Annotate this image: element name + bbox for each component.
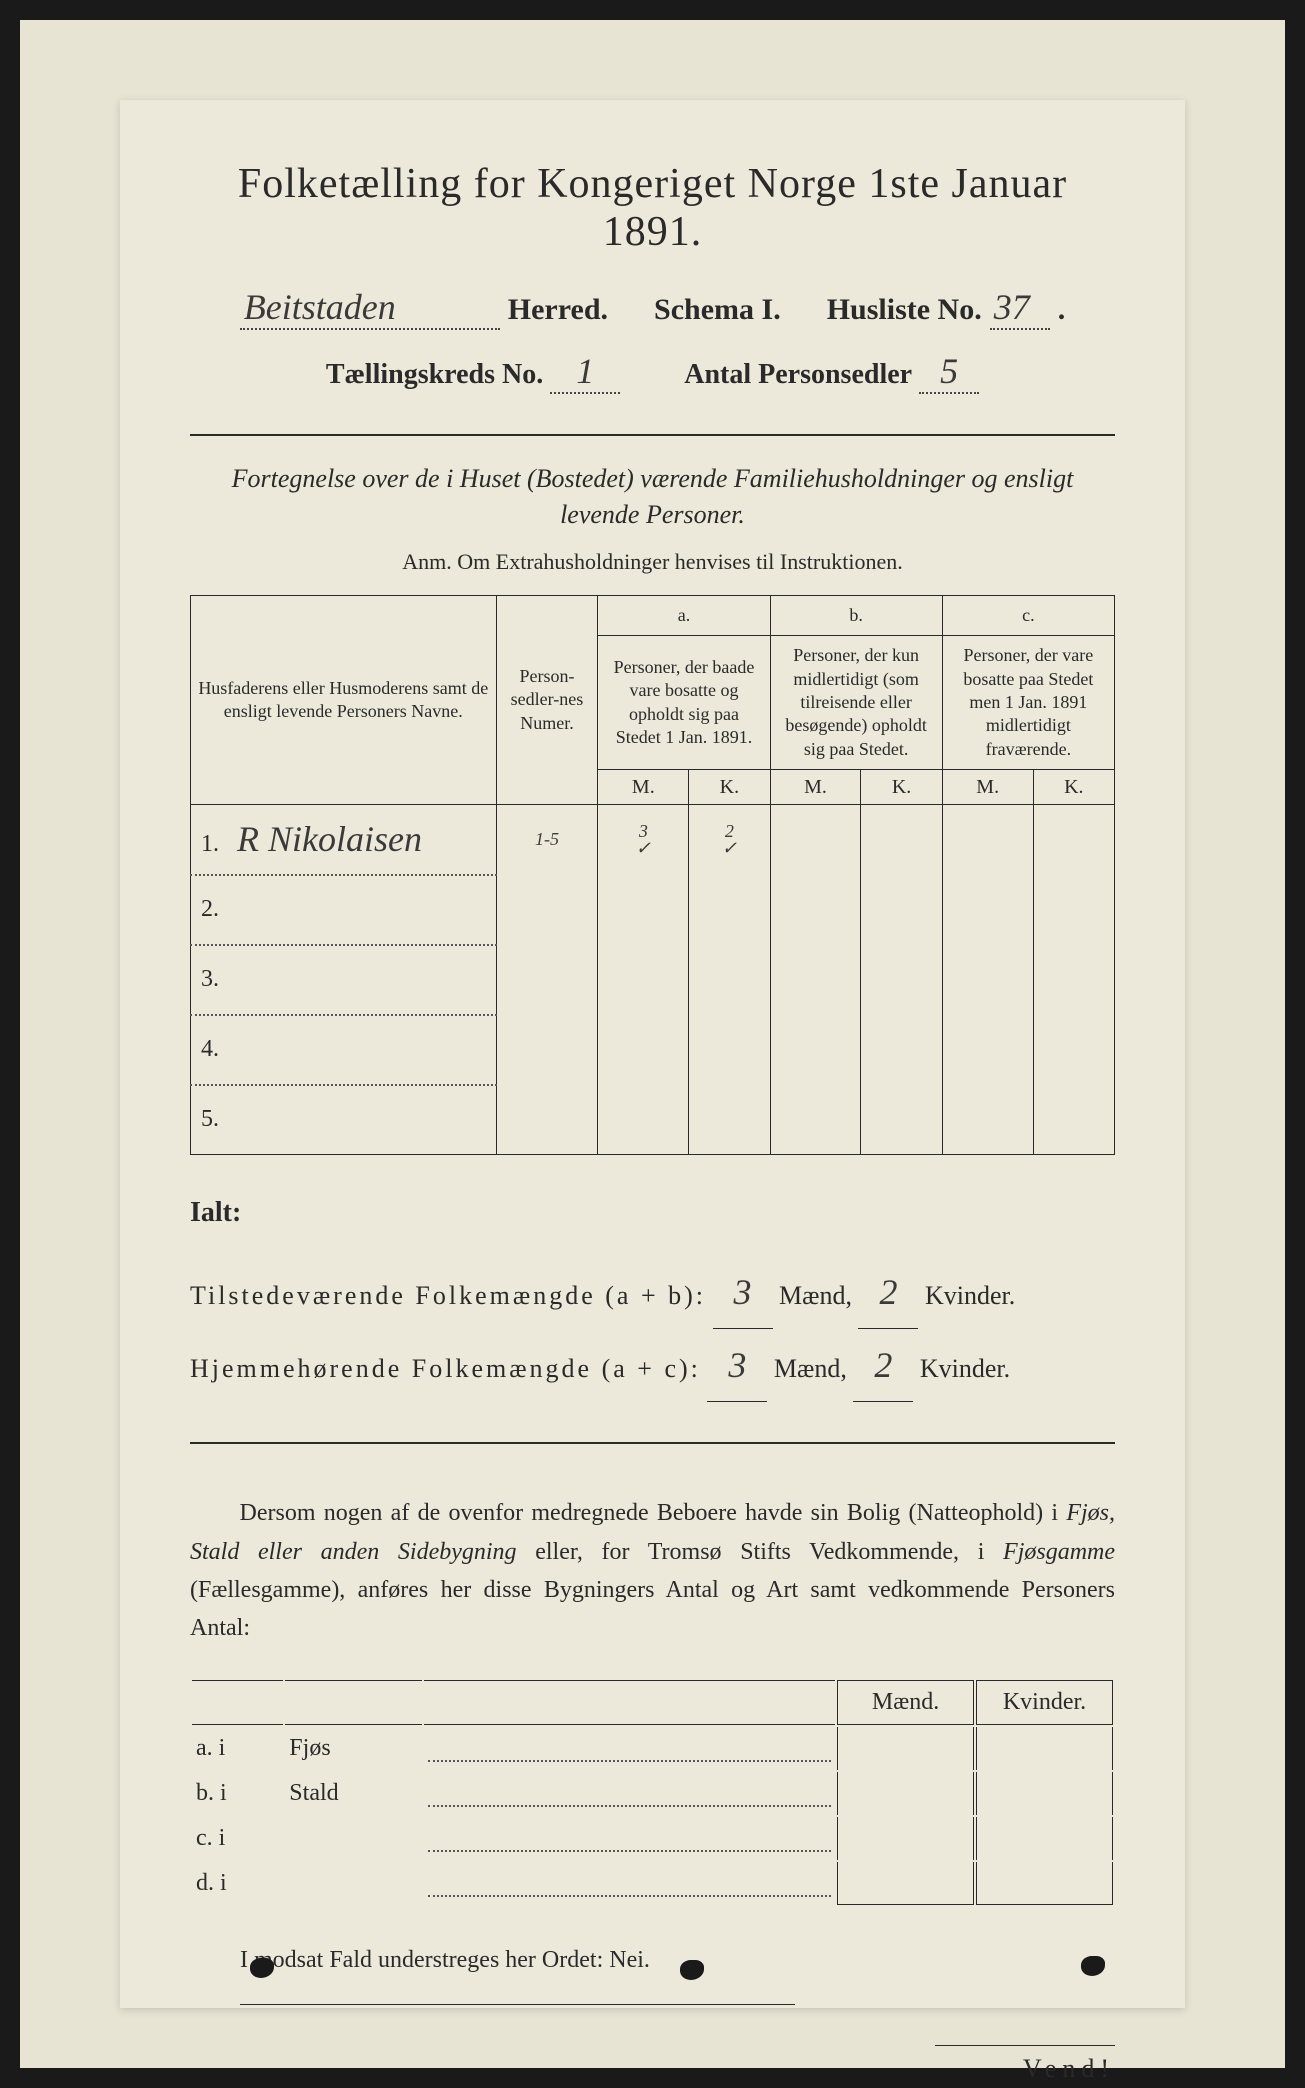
dotted-line (428, 1742, 831, 1762)
person-name: R Nikolaisen (237, 819, 422, 859)
col-header-b-top: b. (770, 595, 942, 635)
out-row-type: Stald (285, 1772, 422, 1815)
dersom-text: (Fællesgamme), anføres her disse Bygning… (190, 1577, 1115, 1641)
table-row: 2. (191, 875, 1115, 945)
main-title: Folketælling for Kongeriget Norge 1ste J… (190, 160, 1115, 256)
herred-label: Herred. (508, 293, 608, 327)
divider-3 (240, 2004, 795, 2005)
document-paper: Folketælling for Kongeriget Norge 1ste J… (120, 100, 1185, 2008)
ialt-line-2: Hjemmehørende Folkemængde (a + c): 3 Mæn… (190, 1329, 1115, 1402)
ialt-kvinder-label: Kvinder. (925, 1281, 1015, 1310)
outbuilding-row: d. i (192, 1862, 1113, 1905)
col-header-c: Personer, der vare bosatte paa Stedet me… (942, 636, 1114, 770)
schema-label: Schema I. (654, 293, 781, 327)
table-row: 5. (191, 1085, 1115, 1155)
table-row: 3. (191, 945, 1115, 1015)
ialt-line2-m: 3 (707, 1329, 767, 1402)
cell-a-m: 3✓ (598, 805, 689, 875)
main-census-table: Husfaderens eller Husmoderens samt de en… (190, 595, 1115, 1155)
anm-note: Anm. Om Extrahusholdninger henvises til … (190, 549, 1115, 575)
col-a-m: M. (598, 770, 689, 805)
dersom-italic: Fjøsgamme (1003, 1539, 1115, 1565)
ialt-label: Ialt: (190, 1185, 1115, 1241)
out-row-label: c. i (192, 1817, 283, 1860)
outbuilding-header: Mænd. Kvinder. (192, 1680, 1113, 1725)
ink-blot-icon (250, 1958, 274, 1978)
table-row: 4. (191, 1015, 1115, 1085)
ialt-line1-m: 3 (713, 1256, 773, 1329)
outbuilding-row: a. i Fjøs (192, 1727, 1113, 1770)
vend-label: Vend! (935, 2045, 1115, 2084)
ialt-section: Ialt: Tilstedeværende Folkemængde (a + b… (190, 1185, 1115, 1402)
table-row: 1. R Nikolaisen 1-5 3✓ 2✓ (191, 805, 1115, 875)
col-c-m: M. (942, 770, 1033, 805)
modsat-text: I modsat Fald understreges her Ordet: Ne… (240, 1947, 1115, 1974)
cell-b-m (770, 805, 861, 875)
herred-value: Beitstaden (240, 286, 500, 330)
ialt-maend-label: Mænd, (779, 1281, 852, 1310)
header-line-3: Tællingskreds No. 1 Antal Personsedler 5 (190, 350, 1115, 394)
outbuilding-row: c. i (192, 1817, 1113, 1860)
col-c-k: K. (1033, 770, 1114, 805)
outbuilding-row: b. i Stald (192, 1772, 1113, 1815)
antal-label: Antal Personsedler (684, 359, 912, 390)
kreds-label: Tællingskreds No. (326, 359, 543, 390)
ialt-line2-k: 2 (853, 1329, 913, 1402)
out-row-type: Fjøs (285, 1727, 422, 1770)
row-number: 4. (201, 1036, 231, 1063)
col-a-k: K. (689, 770, 770, 805)
dotted-line (428, 1877, 831, 1897)
col-header-a-top: a. (598, 595, 770, 635)
divider-1 (190, 434, 1115, 436)
dotted-line (428, 1787, 831, 1807)
col-b-k: K. (861, 770, 942, 805)
page-background: Folketælling for Kongeriget Norge 1ste J… (20, 20, 1285, 2068)
husliste-value: 37 (990, 286, 1050, 330)
row-number: 5. (201, 1106, 231, 1133)
row-number: 3. (201, 966, 231, 993)
subtitle: Fortegnelse over de i Huset (Bostedet) v… (190, 461, 1115, 534)
table-body: 1. R Nikolaisen 1-5 3✓ 2✓ 2. 3. (191, 805, 1115, 1155)
out-kvinder-header: Kvinder. (976, 1680, 1113, 1725)
outbuilding-table: Mænd. Kvinder. a. i Fjøs b. i Stald c. i (190, 1678, 1115, 1907)
divider-2 (190, 1442, 1115, 1444)
ialt-maend-label: Mænd, (774, 1354, 847, 1383)
dotted-line (428, 1832, 831, 1852)
ialt-kvinder-label: Kvinder. (920, 1354, 1010, 1383)
dersom-text: Dersom nogen af de ovenfor medregnede Be… (240, 1500, 1067, 1526)
out-row-label: b. i (192, 1772, 283, 1815)
out-row-label: a. i (192, 1727, 283, 1770)
cell-b-k (861, 805, 942, 875)
dersom-text: eller, for Tromsø Stifts Vedkommende, i (517, 1539, 1003, 1565)
out-maend-header: Mænd. (837, 1680, 974, 1725)
header-line-2: Beitstaden Herred. Schema I. Husliste No… (190, 286, 1115, 330)
ialt-line1-k: 2 (858, 1256, 918, 1329)
col-header-b: Personer, der kun midlertidigt (som tilr… (770, 636, 942, 770)
col-header-name: Husfaderens eller Husmoderens samt de en… (191, 595, 497, 804)
col-header-num: Person-sedler-nes Numer. (496, 595, 598, 804)
cell-c-m (942, 805, 1033, 875)
col-header-c-top: c. (942, 595, 1114, 635)
ialt-line2-text: Hjemmehørende Folkemængde (a + c): (190, 1354, 701, 1383)
cell-num: 1-5 (496, 805, 598, 875)
dersom-paragraph: Dersom nogen af de ovenfor medregnede Be… (190, 1494, 1115, 1648)
ialt-line-1: Tilstedeværende Folkemængde (a + b): 3 M… (190, 1256, 1115, 1329)
ialt-line1-text: Tilstedeværende Folkemængde (a + b): (190, 1281, 706, 1310)
out-row-label: d. i (192, 1862, 283, 1905)
row-number: 1. (201, 831, 231, 858)
cell-c-k (1033, 805, 1114, 875)
husliste-label: Husliste No. (827, 293, 982, 327)
row-number: 2. (201, 896, 231, 923)
cell-a-k: 2✓ (689, 805, 770, 875)
col-header-a: Personer, der baade vare bosatte og opho… (598, 636, 770, 770)
kreds-value: 1 (550, 350, 620, 394)
col-b-m: M. (770, 770, 861, 805)
ink-blot-icon (680, 1960, 704, 1980)
antal-value: 5 (919, 350, 979, 394)
